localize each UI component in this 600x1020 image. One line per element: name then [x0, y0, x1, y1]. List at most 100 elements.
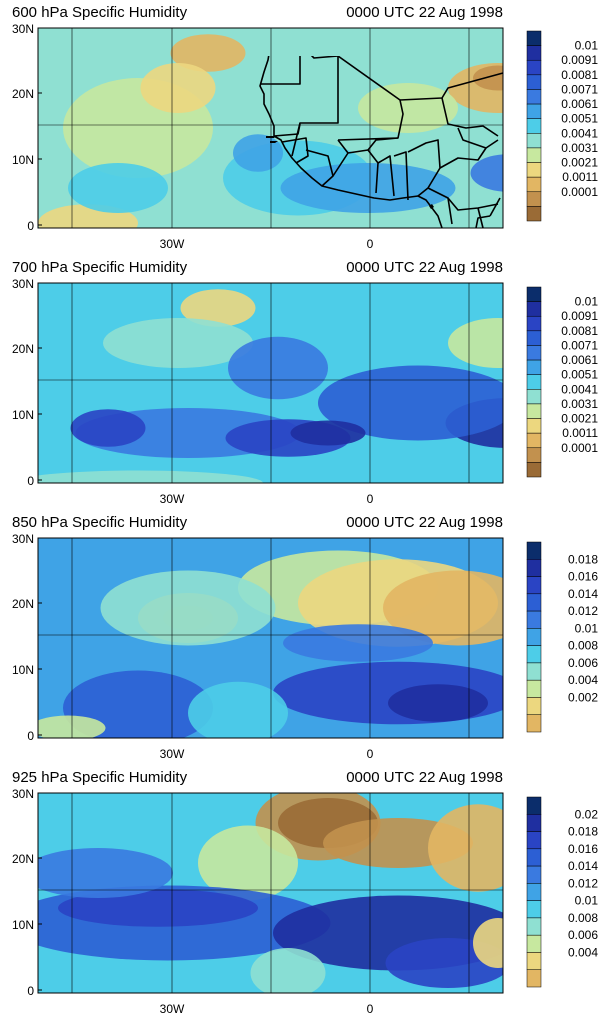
map-panel-p925: 925 hPa Specific Humidity 0000 UTC 22 Aug…	[12, 769, 599, 1016]
map-panel-p850: 850 hPa Specific Humidity 0000 UTC 22 Aug…	[12, 514, 598, 761]
x-tick-label: 30W	[160, 1002, 185, 1016]
colorbar-swatch	[526, 934, 542, 953]
colorbar-label: 0.01	[575, 621, 599, 635]
panel-timestamp: 0000 UTC 22 Aug 1998	[346, 769, 503, 786]
colorbar-swatch	[526, 59, 542, 76]
colorbar-swatch	[526, 447, 542, 463]
colorbar-label: 0.012	[568, 876, 598, 890]
colorbar-swatch	[526, 593, 542, 612]
plot-frame	[37, 537, 504, 739]
plot-frame	[37, 282, 504, 484]
colorbar-label: 0.0091	[561, 309, 598, 323]
colorbar-label: 0.0001	[561, 441, 598, 455]
colorbar-swatch	[526, 628, 542, 646]
colorbar-swatch	[526, 45, 542, 61]
colorbar-label: 0.004	[568, 945, 598, 959]
colorbar-swatch	[526, 374, 542, 390]
colorbar-swatch	[526, 714, 542, 733]
y-tick-label: 10N	[12, 153, 34, 167]
colorbar: 0.010.00910.00810.00710.00610.00510.0041…	[526, 286, 598, 478]
y-tick-label: 10N	[12, 918, 34, 932]
grid-lines	[38, 28, 503, 228]
colorbar-label: 0.0071	[561, 82, 598, 96]
colorbar-swatch	[526, 697, 542, 715]
x-tick-label: 0	[367, 492, 374, 506]
colorbar-label: 0.0091	[561, 53, 598, 67]
colorbar-label: 0.01	[575, 894, 599, 908]
panel-title: 850 hPa Specific Humidity	[12, 514, 188, 531]
colorbar-label: 0.008	[568, 639, 598, 653]
colorbar-swatch	[526, 796, 542, 815]
colorbar-swatch	[526, 883, 542, 901]
colorbar-label: 0.0061	[561, 353, 598, 367]
x-tick-label: 30W	[160, 237, 185, 251]
y-tick-label: 20N	[12, 342, 34, 356]
colorbar-swatch	[526, 848, 542, 867]
colorbar-label: 0.0021	[561, 412, 598, 426]
colorbar-swatch	[526, 610, 542, 629]
colorbar-swatch	[526, 662, 542, 681]
panel-title: 700 hPa Specific Humidity	[12, 259, 188, 276]
colorbar-swatch	[526, 74, 542, 90]
map-panel-p600: 600 hPa Specific Humidity 0000 UTC 22 Aug…	[12, 4, 598, 251]
colorbar-label: 0.0051	[561, 368, 598, 382]
colorbar-swatch	[526, 162, 542, 178]
colorbar-label: 0.018	[568, 552, 598, 566]
y-tick-label: 0	[27, 474, 34, 488]
colorbar-swatch	[526, 559, 542, 577]
grid-lines	[38, 793, 503, 993]
colorbar-swatch	[526, 831, 542, 850]
y-tick-label: 30N	[12, 532, 34, 546]
y-tick-label: 0	[27, 729, 34, 743]
grid-lines	[38, 283, 503, 483]
colorbar-swatch	[526, 330, 542, 346]
colorbar-label: 0.016	[568, 842, 598, 856]
colorbar-swatch	[526, 30, 542, 46]
humidity-field	[38, 793, 503, 993]
colorbar-swatch	[526, 462, 542, 478]
colorbar-swatch	[526, 286, 542, 302]
x-tick-label: 0	[367, 1002, 374, 1016]
colorbar-label: 0.018	[568, 825, 598, 839]
colorbar-swatch	[526, 645, 542, 664]
colorbar: 0.02 0.018 0.016 0.014 0.012 0.01 0.008 0.006 0.…	[526, 796, 599, 988]
humidity-field	[38, 28, 503, 228]
colorbar-label: 0.008	[568, 911, 598, 925]
y-tick-label: 20N	[12, 597, 34, 611]
panel-title: 925 hPa Specific Humidity	[12, 769, 188, 786]
panel-timestamp: 0000 UTC 22 Aug 1998	[346, 514, 503, 531]
colorbar-label: 0.0061	[561, 97, 598, 111]
x-tick-label: 0	[367, 237, 374, 251]
colorbar-swatch	[526, 345, 542, 361]
colorbar-label: 0.014	[568, 587, 598, 601]
colorbar-label: 0.006	[568, 656, 598, 670]
colorbar-label: 0.0031	[561, 141, 598, 155]
y-tick-label: 10N	[12, 663, 34, 677]
plot-frame	[37, 792, 504, 994]
x-tick-label: 30W	[160, 492, 185, 506]
colorbar-swatch	[526, 679, 542, 698]
colorbar-label: 0.0011	[562, 426, 598, 440]
panel-timestamp: 0000 UTC 22 Aug 1998	[346, 4, 503, 21]
colorbar-label: 0.01	[575, 39, 599, 53]
colorbar-swatch	[526, 814, 542, 832]
colorbar-label: 0.0021	[561, 156, 598, 170]
colorbar-swatch	[526, 147, 542, 163]
colorbar-swatch	[526, 301, 542, 317]
colorbar-label: 0.006	[568, 928, 598, 942]
colorbar-swatch	[526, 389, 542, 405]
colorbar-swatch	[526, 315, 542, 332]
colorbar-label: 0.0041	[561, 382, 598, 396]
colorbar-swatch	[526, 432, 542, 449]
colorbar-swatch	[526, 133, 542, 149]
colorbar-swatch	[526, 103, 542, 119]
y-tick-label: 20N	[12, 87, 34, 101]
colorbar-swatch	[526, 403, 542, 419]
humidity-field	[38, 538, 503, 738]
y-tick-label: 0	[27, 984, 34, 998]
y-tick-label: 0	[27, 219, 34, 233]
colorbar-swatch	[526, 576, 542, 595]
colorbar-swatch	[526, 969, 542, 988]
colorbar-label: 0.0011	[562, 170, 598, 184]
